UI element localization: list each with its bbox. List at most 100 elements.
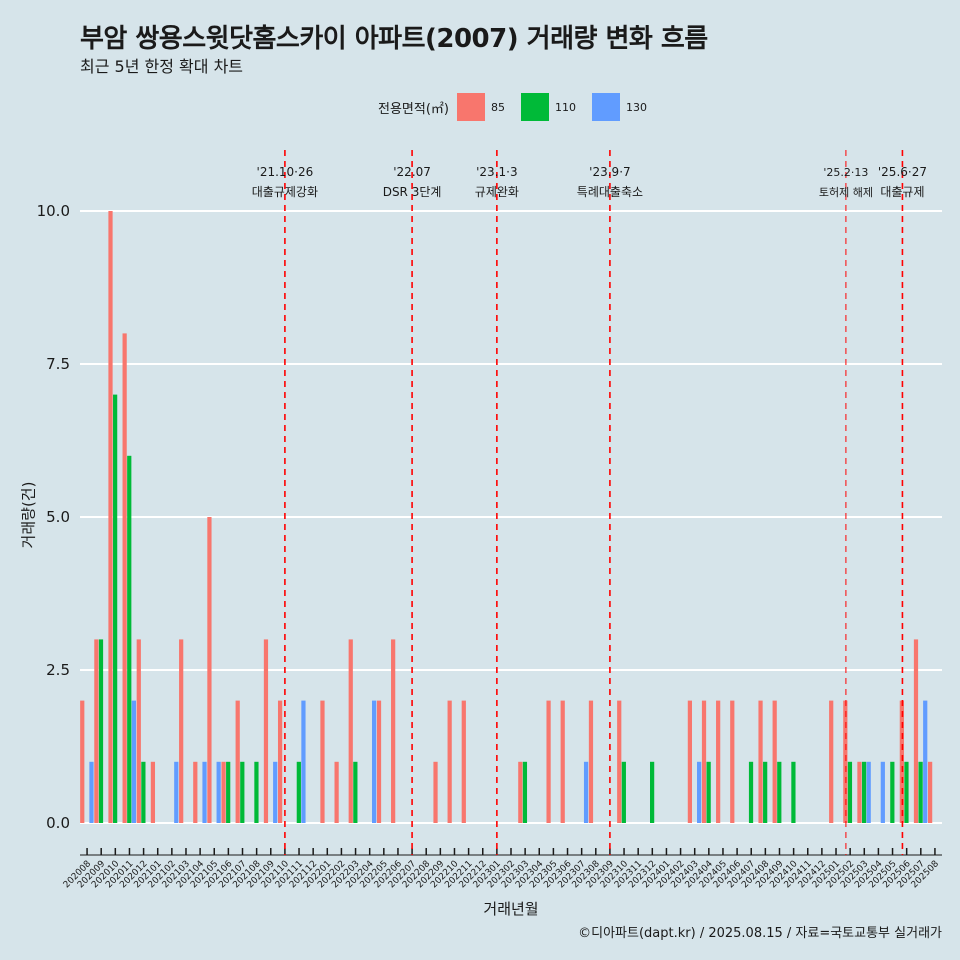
- y-tick-label: 5.0: [46, 508, 70, 526]
- bar-110-202107: [240, 761, 245, 823]
- legend-swatch-110: [520, 93, 549, 121]
- legend-label-85: 85: [490, 100, 505, 114]
- legend-item-85: 85: [456, 93, 513, 121]
- bar-85-202403: [687, 700, 692, 823]
- bar-110-202111: [296, 761, 301, 823]
- bar-110-202502: [847, 761, 853, 823]
- bar-85-202205: [376, 700, 382, 823]
- bar-85-202203: [348, 639, 353, 823]
- bar-85-202303: [518, 761, 523, 823]
- bar-85-202107: [235, 700, 240, 823]
- bar-110-202010: [113, 394, 118, 823]
- event-date: '22.07: [393, 165, 431, 179]
- y-tick-label: 2.5: [46, 661, 70, 679]
- bar-85-202011: [122, 333, 127, 823]
- chart-title: 부암 쌍용스윗닷홈스카이 아파트(2007) 거래량 변화 흐름: [80, 24, 708, 54]
- bar-130-202105: [216, 761, 221, 823]
- bar-85-202105: [207, 517, 212, 823]
- source-caption: ©디아파트(dapt.kr) / 2025.08.15 / 자료=국토교통부 실…: [578, 926, 942, 941]
- bar-85-202010: [108, 211, 113, 823]
- bar-110-202108: [254, 761, 259, 823]
- bar-85-202502: [843, 700, 848, 823]
- event-label: 토허제 해제: [819, 185, 873, 199]
- bar-130-202307: [583, 761, 589, 823]
- legend-label-110: 110: [554, 100, 576, 114]
- bar-110-202312: [650, 761, 655, 823]
- bar-85-202008: [80, 700, 85, 823]
- bar-85-202503: [857, 761, 862, 823]
- bar-85-202404: [701, 700, 707, 823]
- legend-title: 전용면적(㎡): [378, 101, 449, 117]
- legend-swatch-130: [591, 93, 620, 121]
- y-tick-label: 7.5: [46, 355, 70, 373]
- bar-85-202501: [829, 700, 834, 823]
- bar-85-202508: [928, 761, 933, 823]
- bar-110-202009: [98, 639, 104, 823]
- y-tick-label: 0.0: [46, 814, 70, 832]
- bar-85-202103: [179, 639, 184, 823]
- bar-110-202011: [127, 455, 132, 823]
- bar-85-202009: [94, 639, 99, 823]
- bar-110-202409: [777, 761, 782, 823]
- legend-item-110: 110: [520, 93, 584, 121]
- bar-110-202303: [522, 761, 528, 823]
- bar-85-202310: [617, 700, 622, 823]
- bar-130-202008: [89, 761, 94, 823]
- bar-110-202404: [706, 761, 711, 823]
- event-label: DSR 3단계: [383, 185, 442, 199]
- event-label: 규제완화: [475, 185, 519, 199]
- bar-110-202507: [918, 761, 923, 823]
- bar-110-202408: [763, 761, 768, 823]
- bar-130-202504: [880, 761, 885, 823]
- bar-110-202106: [226, 761, 231, 823]
- legend-item-130: 130: [591, 93, 655, 121]
- bar-85-202210: [447, 700, 452, 823]
- bar-85-202305: [546, 700, 551, 823]
- bar-110-202506: [904, 761, 909, 823]
- bar-85-202209: [433, 761, 438, 823]
- bar-130-202403: [697, 761, 702, 823]
- bar-110-202012: [141, 761, 146, 823]
- chart-subtitle: 최근 5년 한정 확대 차트: [80, 57, 244, 76]
- bar-85-202211: [461, 700, 466, 823]
- bar-85-202109: [263, 639, 269, 823]
- bar-85-202409: [772, 700, 777, 823]
- legend-swatch-85: [456, 93, 485, 121]
- bar-85-202104: [193, 761, 198, 823]
- event-date: '25.2·13: [823, 166, 868, 179]
- bar-110-202203: [353, 761, 358, 823]
- bar-85-202306: [560, 700, 565, 823]
- bar-85-202201: [320, 700, 325, 823]
- bar-85-202012: [136, 639, 141, 823]
- event-label: 대출규제강화: [252, 185, 318, 199]
- bar-85-202408: [758, 700, 763, 823]
- bar-85-202110: [277, 700, 283, 823]
- y-axis-label: 거래량(건): [19, 481, 38, 549]
- bar-130-202111: [301, 700, 306, 823]
- event-date: '23.9·7: [589, 165, 630, 179]
- event-date: '25.6·27: [878, 165, 927, 179]
- bar-85-202507: [913, 639, 919, 823]
- event-date: '23.1·3: [476, 165, 517, 179]
- legend-label-130: 130: [625, 100, 647, 114]
- bar-85-202106: [221, 761, 226, 823]
- bar-85-202406: [730, 700, 735, 823]
- event-date: '21.10·26: [257, 165, 314, 179]
- bar-130-202102: [174, 761, 179, 823]
- bar-110-202505: [890, 761, 895, 823]
- bar-85-202308: [588, 700, 594, 823]
- legend: 전용면적(㎡) 85 110 130: [378, 92, 663, 122]
- bar-130-202109: [273, 761, 278, 823]
- bar-130-202011: [131, 700, 136, 823]
- x-axis-label: 거래년월: [483, 900, 539, 918]
- bar-85-202206: [391, 639, 396, 823]
- bar-85-202101: [150, 761, 156, 823]
- bar-130-202503: [866, 761, 871, 823]
- bar-110-202503: [861, 761, 867, 823]
- bar-110-202410: [791, 761, 796, 823]
- bar-85-202405: [716, 700, 721, 823]
- y-tick-label: 10.0: [37, 202, 70, 220]
- event-label: 특례대출축소: [577, 185, 643, 199]
- bar-110-202310: [621, 761, 626, 823]
